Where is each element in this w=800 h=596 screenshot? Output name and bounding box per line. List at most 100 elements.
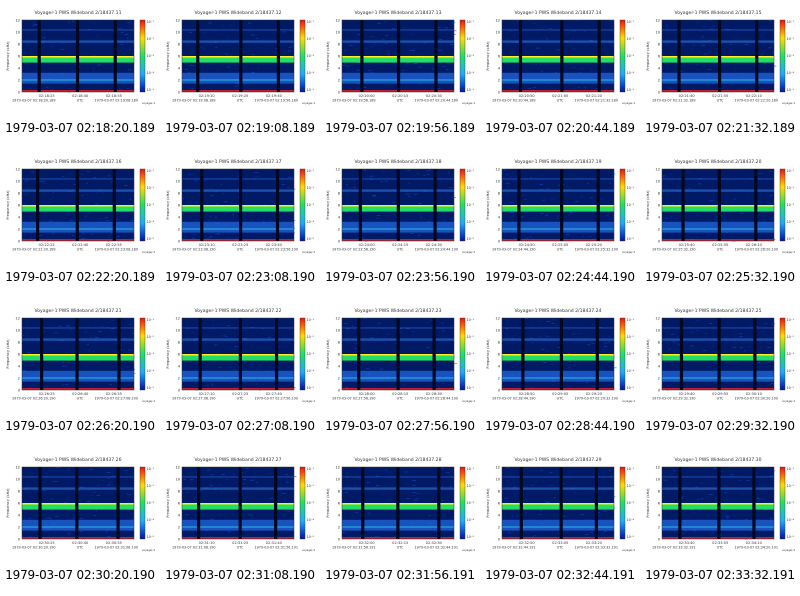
noise-speckle xyxy=(218,367,222,369)
y-tick-label: 0 xyxy=(498,388,501,392)
y-tick-label: 0 xyxy=(18,537,21,541)
noise-speckle xyxy=(123,185,128,186)
noise-speckle xyxy=(769,195,773,196)
y-tick-label: 2 xyxy=(658,227,660,231)
noise-speckle xyxy=(93,325,97,327)
noise-speckle xyxy=(124,479,128,480)
noise-speckle xyxy=(351,325,354,327)
y-tick-label: 4 xyxy=(498,215,501,219)
y-tick-label: 6 xyxy=(18,203,21,207)
noise-speckle xyxy=(245,467,250,469)
noise-speckle xyxy=(668,343,670,345)
colorbar-tick-label: 10⁻² xyxy=(787,335,795,339)
noise-speckle xyxy=(400,22,403,23)
time-range-start: 1979-03-07 02:31:56.191 xyxy=(332,546,376,550)
noise-speckle xyxy=(257,47,260,48)
noise-speckle xyxy=(107,327,109,328)
y-tick-label: 12 xyxy=(335,316,340,320)
colorbar-tick-label: 10⁻⁴ xyxy=(147,518,155,522)
noise-speckle xyxy=(128,24,130,26)
x-tick-label: 02:21:20 xyxy=(586,94,603,98)
time-range-start: 1979-03-07 02:20:44.189 xyxy=(492,99,536,103)
noise-speckle xyxy=(76,490,81,491)
noise-speckle xyxy=(715,497,719,499)
panel-title: Voyager-1 PWS Wideband 2/18437.30 xyxy=(674,457,761,463)
colorbar-tick-label: 10⁻² xyxy=(307,335,315,339)
colorbar-tick-label: 10⁻¹ xyxy=(787,467,795,471)
noise-speckle xyxy=(127,22,130,23)
noise-speckle xyxy=(118,28,122,30)
noise-speckle xyxy=(697,498,700,500)
noise-speckle xyxy=(447,172,450,174)
colorbar-tick-label: 10⁻⁵ xyxy=(307,237,315,241)
noise-speckle xyxy=(744,175,747,177)
spectrogram-panel: Voyager-1 PWS Wideband 2/18437.22 Frequen… xyxy=(160,298,320,447)
noise-speckle xyxy=(542,38,545,39)
noise-speckle xyxy=(391,477,396,479)
noise-speckle xyxy=(95,192,100,194)
noise-speckle xyxy=(760,331,764,333)
noise-speckle xyxy=(438,50,442,51)
noise-speckle xyxy=(287,176,292,178)
noise-speckle xyxy=(44,531,47,533)
noise-speckle xyxy=(749,326,754,328)
noise-speckle xyxy=(121,336,123,337)
noise-speckle xyxy=(345,191,349,193)
noise-speckle xyxy=(130,513,133,514)
noise-speckle xyxy=(51,197,54,199)
noise-speckle xyxy=(108,235,111,236)
noise-speckle xyxy=(384,469,388,471)
noise-speckle xyxy=(769,20,772,22)
noise-speckle xyxy=(544,215,547,217)
noise-speckle xyxy=(346,184,348,185)
noise-speckle xyxy=(364,233,368,235)
colorbar-tick-label: 10⁻⁴ xyxy=(467,71,475,75)
noise-speckle xyxy=(711,200,714,201)
low-frequency-line xyxy=(502,377,614,379)
noise-speckle xyxy=(596,88,599,90)
noise-speckle xyxy=(208,22,212,24)
data-gap-stripe xyxy=(75,467,79,539)
data-gap-stripe xyxy=(433,169,437,241)
time-range-start: 1979-03-07 02:27:08.190 xyxy=(172,397,216,401)
noise-speckle xyxy=(219,490,224,492)
noise-speckle xyxy=(207,469,211,471)
noise-speckle xyxy=(32,22,36,23)
noise-speckle xyxy=(402,27,406,28)
noise-speckle xyxy=(521,216,525,218)
y-tick-label: 8 xyxy=(498,489,501,493)
spectrogram-svg: Voyager-1 PWS Wideband 2/18437.12Frequen… xyxy=(166,10,315,105)
noise-speckle xyxy=(516,516,518,517)
y-axis-label: Frequency (kHz) xyxy=(6,339,10,369)
noise-speckle xyxy=(505,328,508,329)
data-gap-stripe xyxy=(597,20,601,92)
noise-speckle xyxy=(394,381,396,383)
noise-speckle xyxy=(695,486,698,488)
noise-speckle xyxy=(412,331,415,332)
noise-speckle xyxy=(376,217,379,219)
time-range-start: 1979-03-07 02:28:44.190 xyxy=(492,397,536,401)
noise-speckle xyxy=(604,342,608,344)
upper-band xyxy=(502,487,614,490)
x-tick-label: 02:24:30 xyxy=(426,243,443,247)
main-emission-band xyxy=(182,205,294,212)
noise-speckle xyxy=(124,34,129,35)
colorbar-tick-label: 10⁻³ xyxy=(307,203,315,207)
panel-caption: 1979-03-07 02:26:20.190 xyxy=(5,419,155,433)
noise-speckle xyxy=(525,498,528,500)
noise-speckle xyxy=(370,36,373,37)
noise-speckle xyxy=(193,62,195,64)
noise-speckle xyxy=(741,493,745,495)
noise-speckle xyxy=(540,27,544,29)
x-tick-label: 02:32:00 xyxy=(359,541,376,545)
utc-label: UTC xyxy=(397,248,404,252)
noise-speckle xyxy=(102,177,106,178)
noise-speckle xyxy=(662,175,666,177)
noise-speckle xyxy=(225,479,229,481)
noise-speckle xyxy=(693,530,696,532)
noise-speckle xyxy=(737,318,740,319)
noise-speckle xyxy=(376,200,381,202)
main-emission-band xyxy=(502,503,614,510)
noise-speckle xyxy=(670,238,674,240)
noise-speckle xyxy=(385,180,389,182)
